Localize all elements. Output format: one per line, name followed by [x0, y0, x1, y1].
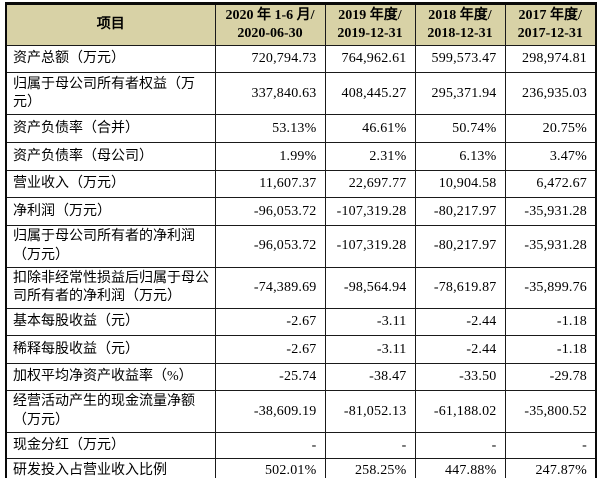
cell-value: -38.47: [324, 363, 416, 392]
cell-value: 764,962.61: [324, 45, 416, 74]
cell-value: 295,371.94: [414, 72, 506, 116]
header-cell-2018: 2018 年度/ 2018-12-31: [414, 2, 506, 47]
table-row: 营业收入（万元） 11,607.37 22,697.77 10,904.58 6…: [5, 170, 597, 199]
cell-value: 502.01%: [214, 458, 326, 478]
cell-value: -: [414, 432, 506, 460]
table-row: 资产负债率（母公司） 1.99% 2.31% 6.13% 3.47%: [5, 142, 597, 172]
row-label: 归属于母公司所有者权益（万元）: [5, 72, 216, 116]
cell-value: 447.88%: [414, 458, 506, 478]
table-row: 净利润（万元） -96,053.72 -107,319.28 -80,217.9…: [5, 197, 597, 227]
cell-value: -2.67: [214, 308, 326, 337]
cell-value: -96,053.72: [214, 197, 326, 227]
cell-value: -2.44: [414, 308, 506, 337]
row-label: 归属于母公司所有者的净利润（万元）: [5, 225, 216, 268]
cell-value: -35,899.76: [504, 266, 597, 310]
table-row: 加权平均净资产收益率（%） -25.74 -38.47 -33.50 -29.7…: [5, 363, 597, 392]
cell-value: -61,188.02: [414, 390, 506, 434]
cell-value: -35,931.28: [504, 197, 597, 227]
cell-value: 337,840.63: [214, 72, 326, 116]
cell-value: 408,445.27: [324, 72, 416, 116]
cell-value: 1.99%: [214, 142, 326, 172]
row-label: 现金分红（万元）: [5, 432, 216, 460]
cell-value: 53.13%: [214, 114, 326, 144]
table-header-row: 项目 2020 年 1-6 月/ 2020-06-30 2019 年度/ 201…: [5, 2, 597, 47]
cell-value: 22,697.77: [324, 170, 416, 199]
cell-value: 720,794.73: [214, 45, 326, 74]
row-label: 稀释每股收益（元）: [5, 335, 216, 365]
cell-value: -2.67: [214, 335, 326, 365]
row-label: 营业收入（万元）: [5, 170, 216, 199]
cell-value: -80,217.97: [414, 197, 506, 227]
cell-value: 247.87%: [504, 458, 597, 478]
cell-value: -96,053.72: [214, 225, 326, 268]
cell-value: 2.31%: [324, 142, 416, 172]
header-cell-2017: 2017 年度/ 2017-12-31: [504, 2, 597, 47]
cell-value: -74,389.69: [214, 266, 326, 310]
header-cell-2020h1: 2020 年 1-6 月/ 2020-06-30: [214, 2, 326, 47]
cell-value: -1.18: [504, 308, 597, 337]
cell-value: 10,904.58: [414, 170, 506, 199]
cell-value: 50.74%: [414, 114, 506, 144]
row-label: 扣除非经常性损益后归属于母公司所有者的净利润（万元）: [5, 266, 216, 310]
table-row: 资产总额（万元） 720,794.73 764,962.61 599,573.4…: [5, 45, 597, 74]
table-row: 扣除非经常性损益后归属于母公司所有者的净利润（万元） -74,389.69 -9…: [5, 266, 597, 310]
cell-value: 11,607.37: [214, 170, 326, 199]
table-row: 归属于母公司所有者权益（万元） 337,840.63 408,445.27 29…: [5, 72, 597, 116]
cell-value: -35,931.28: [504, 225, 597, 268]
cell-value: 599,573.47: [414, 45, 506, 74]
cell-value: -: [324, 432, 416, 460]
cell-value: 3.47%: [504, 142, 597, 172]
cell-value: -98,564.94: [324, 266, 416, 310]
cell-value: -3.11: [324, 335, 416, 365]
header-cell-item: 项目: [5, 2, 216, 47]
cell-value: -107,319.28: [324, 225, 416, 268]
cell-value: 6,472.67: [504, 170, 597, 199]
table-row: 现金分红（万元） - - - -: [5, 432, 597, 460]
table-row: 研发投入占营业收入比例 502.01% 258.25% 447.88% 247.…: [5, 458, 597, 478]
cell-value: -: [504, 432, 597, 460]
row-label: 资产负债率（合并）: [5, 114, 216, 144]
cell-value: -81,052.13: [324, 390, 416, 434]
row-label: 经营活动产生的现金流量净额（万元）: [5, 390, 216, 434]
cell-value: 258.25%: [324, 458, 416, 478]
cell-value: -107,319.28: [324, 197, 416, 227]
cell-value: -80,217.97: [414, 225, 506, 268]
cell-value: -35,800.52: [504, 390, 597, 434]
row-label: 加权平均净资产收益率（%）: [5, 363, 216, 392]
row-label: 研发投入占营业收入比例: [5, 458, 216, 478]
cell-value: -29.78: [504, 363, 597, 392]
row-label: 基本每股收益（元）: [5, 308, 216, 337]
row-label: 资产总额（万元）: [5, 45, 216, 74]
cell-value: -78,619.87: [414, 266, 506, 310]
cell-value: 20.75%: [504, 114, 597, 144]
table-row: 稀释每股收益（元） -2.67 -3.11 -2.44 -1.18: [5, 335, 597, 365]
cell-value: -25.74: [214, 363, 326, 392]
cell-value: -3.11: [324, 308, 416, 337]
table-row: 归属于母公司所有者的净利润（万元） -96,053.72 -107,319.28…: [5, 225, 597, 268]
cell-value: 46.61%: [324, 114, 416, 144]
cell-value: 236,935.03: [504, 72, 597, 116]
financial-summary-table: 项目 2020 年 1-6 月/ 2020-06-30 2019 年度/ 201…: [5, 2, 597, 478]
cell-value: -38,609.19: [214, 390, 326, 434]
header-cell-2019: 2019 年度/ 2019-12-31: [324, 2, 416, 47]
cell-value: 6.13%: [414, 142, 506, 172]
row-label: 资产负债率（母公司）: [5, 142, 216, 172]
cell-value: 298,974.81: [504, 45, 597, 74]
table-row: 资产负债率（合并） 53.13% 46.61% 50.74% 20.75%: [5, 114, 597, 144]
cell-value: -2.44: [414, 335, 506, 365]
cell-value: -: [214, 432, 326, 460]
row-label: 净利润（万元）: [5, 197, 216, 227]
cell-value: -33.50: [414, 363, 506, 392]
table-row: 经营活动产生的现金流量净额（万元） -38,609.19 -81,052.13 …: [5, 390, 597, 434]
cell-value: -1.18: [504, 335, 597, 365]
table-row: 基本每股收益（元） -2.67 -3.11 -2.44 -1.18: [5, 308, 597, 337]
